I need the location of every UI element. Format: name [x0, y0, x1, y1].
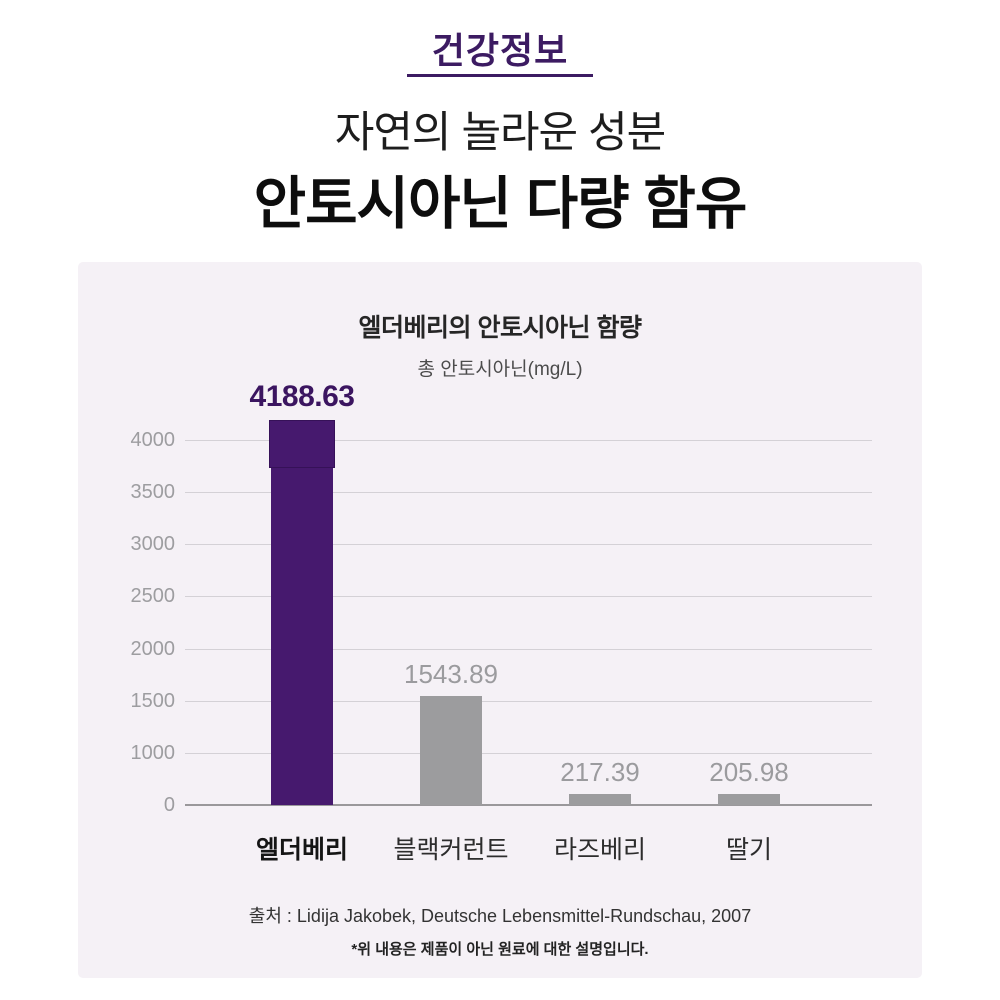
source-citation: 출처 : Lidija Jakobek, Deutsche Lebensmitt… [248, 906, 752, 926]
bar [420, 696, 482, 805]
disclaimer-footnote: *위 내용은 제품이 아닌 원료에 대한 설명입니다. [351, 941, 649, 958]
gridline [185, 440, 872, 441]
bar-value-label: 4188.63 [249, 380, 355, 414]
y-tick-label: 3000 [130, 533, 176, 556]
y-tick-label: 3500 [130, 481, 176, 504]
gridline [185, 596, 872, 598]
bar [271, 420, 333, 805]
y-tick-label: 2500 [130, 585, 176, 608]
gridline [185, 752, 872, 754]
health-info-badge: 건강정보 [431, 30, 569, 71]
chart-title: 엘더베리의 안토시아닌 함량 [358, 314, 642, 342]
bar [569, 793, 631, 805]
bar [718, 794, 780, 805]
bar-value-label: 205.98 [709, 757, 789, 788]
bar-value-label: 217.39 [560, 756, 640, 787]
x-category-label: 엘더베리 [255, 836, 349, 864]
gridline [185, 700, 872, 702]
y-tick-label: 1000 [130, 741, 176, 764]
gridline [185, 492, 872, 494]
gridline [185, 544, 872, 546]
x-category-label: 블랙커런트 [393, 836, 509, 864]
bar-highlight-cap [269, 420, 335, 469]
page-subtitle: 자연의 놀라운 성분 [334, 109, 666, 157]
chart-unit-label: 총 안토시아닌(mg/L) [417, 359, 583, 380]
y-tick-label: 0 [163, 793, 175, 816]
y-tick-label: 2000 [130, 637, 176, 660]
x-category-label: 라즈베리 [553, 836, 647, 864]
badge-underline [407, 74, 593, 77]
y-tick-label: 1500 [130, 689, 176, 712]
y-tick-label: 4000 [130, 429, 176, 451]
page-title: 안토시아닌 다량 함유 [253, 172, 748, 236]
chart-panel: 엘더베리의 안토시아닌 함량 총 안토시아닌(mg/L) 4000 3500 300… [78, 262, 922, 978]
bar-value-label: 1543.89 [404, 659, 498, 690]
x-category-label: 딸기 [725, 836, 773, 864]
gridline [185, 648, 872, 650]
x-axis-baseline [185, 803, 872, 806]
